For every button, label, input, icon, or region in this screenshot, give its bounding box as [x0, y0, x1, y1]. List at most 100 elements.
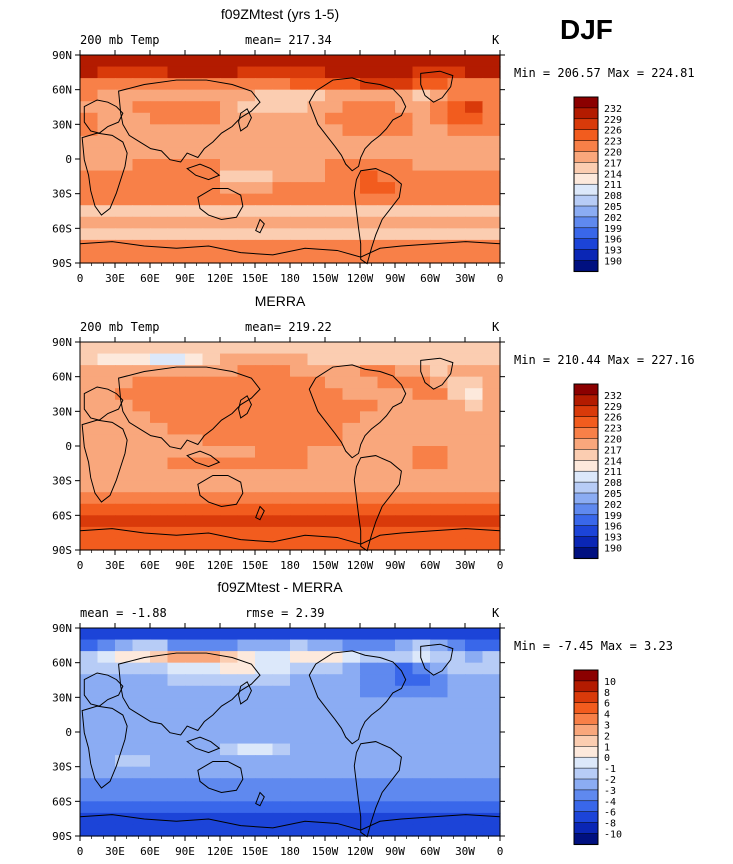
- heatmap-cell: [430, 685, 449, 698]
- heatmap-cell: [395, 55, 414, 68]
- heatmap-cell: [342, 674, 361, 687]
- heatmap-cell: [255, 720, 274, 733]
- heatmap-cell: [167, 342, 186, 355]
- heatmap-cell: [132, 469, 151, 482]
- heatmap-cell: [132, 697, 151, 710]
- heatmap-cell: [97, 651, 116, 664]
- heatmap-cell: [80, 434, 99, 447]
- heatmap-cell: [185, 526, 204, 540]
- heatmap-cell: [342, 124, 361, 137]
- colorbar-swatch: [573, 822, 599, 835]
- heatmap-cell: [150, 101, 169, 114]
- x-tick-label: 180: [280, 559, 300, 572]
- heatmap-cell: [395, 538, 414, 551]
- heatmap-cell: [80, 469, 99, 482]
- heatmap-cell: [237, 182, 256, 195]
- heatmap-cell: [395, 228, 414, 241]
- heatmap-cell: [465, 411, 484, 424]
- panel-center-label: rmse = 2.39: [245, 606, 324, 620]
- x-tick-label: 150E: [242, 845, 269, 858]
- heatmap-cell: [307, 112, 326, 125]
- heatmap-cell: [290, 251, 309, 264]
- heatmap-cell: [447, 457, 466, 470]
- heatmap-cell: [360, 135, 379, 149]
- heatmap-cell: [202, 66, 221, 79]
- heatmap-cell: [220, 399, 239, 412]
- colorbar-label: -10: [604, 830, 622, 841]
- heatmap-cell: [447, 446, 466, 459]
- heatmap-cell: [115, 422, 134, 436]
- heatmap-cell: [360, 480, 379, 493]
- heatmap-cell: [482, 101, 501, 114]
- heatmap-cell: [395, 469, 414, 482]
- heatmap-cell: [430, 766, 449, 779]
- heatmap-cell: [412, 55, 431, 68]
- heatmap-cell: [430, 388, 449, 401]
- heatmap-cell: [272, 399, 291, 412]
- heatmap-cell: [255, 193, 274, 206]
- heatmap-cell: [115, 78, 134, 91]
- heatmap-cell: [272, 239, 291, 253]
- heatmap-cell: [255, 353, 274, 366]
- heatmap-cell: [395, 492, 414, 505]
- heatmap-cell: [272, 732, 291, 745]
- x-tick-label: 120E: [207, 845, 234, 858]
- heatmap-cell: [360, 639, 379, 652]
- heatmap-cell: [465, 515, 484, 528]
- heatmap-cell: [290, 205, 309, 218]
- heatmap-cell: [360, 628, 379, 641]
- heatmap-cell: [80, 812, 99, 826]
- heatmap-cell: [307, 89, 326, 102]
- heatmap-cell: [412, 170, 431, 183]
- heatmap-cell: [342, 135, 361, 149]
- heatmap-cell: [430, 411, 449, 424]
- heatmap-cell: [482, 365, 501, 378]
- heatmap-cell: [220, 55, 239, 68]
- heatmap-cell: [360, 457, 379, 470]
- heatmap-cell: [80, 216, 99, 229]
- heatmap-cell: [465, 399, 484, 412]
- colorbar-swatch: [573, 216, 599, 229]
- y-tick-label: 0: [65, 440, 72, 453]
- heatmap-cell: [80, 732, 99, 745]
- colorbar-label: 226: [604, 126, 622, 137]
- heatmap-cell: [185, 170, 204, 183]
- heatmap-cell: [290, 365, 309, 378]
- colorbar-label: 220: [604, 148, 622, 159]
- heatmap-cell: [447, 182, 466, 195]
- heatmap-cell: [307, 480, 326, 493]
- heatmap-cell: [307, 778, 326, 791]
- y-tick-label: 90S: [52, 544, 72, 557]
- heatmap-cell: [307, 708, 326, 722]
- colorbar-swatch: [573, 96, 599, 109]
- heatmap-cell: [185, 422, 204, 436]
- heatmap-cell: [377, 480, 396, 493]
- panel-units-label: K: [492, 606, 500, 620]
- heatmap-cell: [115, 170, 134, 183]
- heatmap-cell: [132, 766, 151, 779]
- heatmap-cell: [202, 251, 221, 264]
- heatmap-cell: [447, 469, 466, 482]
- x-tick-label: 90E: [175, 845, 195, 858]
- heatmap-cell: [237, 662, 256, 675]
- heatmap-cell: [342, 422, 361, 436]
- heatmap-cell: [307, 824, 326, 837]
- x-tick-label: 150E: [242, 272, 269, 285]
- heatmap-cell: [430, 812, 449, 826]
- heatmap-cell: [447, 101, 466, 114]
- heatmap-cell: [307, 376, 326, 389]
- heatmap-cell: [185, 216, 204, 229]
- heatmap-cell: [150, 743, 169, 756]
- heatmap-cell: [202, 503, 221, 516]
- heatmap-cell: [237, 353, 256, 366]
- panel-left-label: 200 mb Temp: [80, 33, 159, 47]
- heatmap-cell: [377, 147, 396, 160]
- heatmap-cell: [395, 457, 414, 470]
- heatmap-cell: [167, 251, 186, 264]
- x-tick-label: 60W: [420, 845, 440, 858]
- heatmap-cell: [185, 812, 204, 826]
- heatmap-cell: [185, 411, 204, 424]
- heatmap-cell: [237, 159, 256, 172]
- heatmap-cell: [97, 422, 116, 436]
- heatmap-cell: [377, 353, 396, 366]
